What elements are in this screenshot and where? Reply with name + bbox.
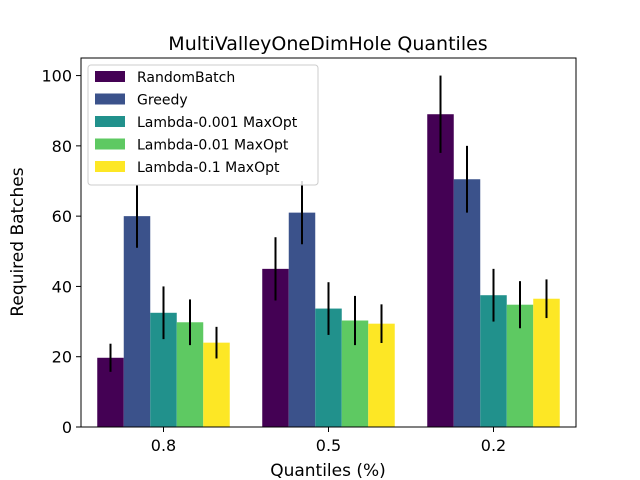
bar-greedy-0-5 [288, 212, 316, 427]
y-axis-label: Required Batches [8, 167, 28, 316]
legend-label-randombatch: RandomBatch [137, 70, 235, 86]
legend: RandomBatch Greedy Lambda-0.001 MaxOpt Lamb… [87, 64, 319, 186]
x-axis-ticks: 0.8 0.5 0.2 [151, 427, 506, 455]
legend-label-lambda-0-01-maxopt: Lambda-0.01 MaxOpt [137, 138, 289, 154]
bars-group [97, 114, 560, 427]
chart-title: MultiValleyOneDimHole Quantiles [168, 33, 487, 55]
legend-box [87, 64, 319, 186]
y-tick-label: 20 [52, 348, 72, 367]
y-tick-label: 100 [41, 67, 72, 86]
bar-lambda-0-1-maxopt-0-2 [533, 298, 560, 427]
legend-swatch-lambda-0-01-maxopt [95, 138, 125, 150]
error-bars-group [109, 75, 548, 372]
bar-greedy-0-8 [123, 216, 151, 427]
x-tick-label: 0.5 [316, 436, 341, 455]
legend-swatch-lambda-0-001-maxopt [95, 116, 125, 127]
x-tick-label: 0.2 [481, 436, 506, 455]
y-tick-label: 80 [52, 137, 72, 156]
y-tick-label: 60 [52, 207, 72, 226]
bar-randombatch-0-2 [427, 114, 454, 427]
x-axis-label: Quantiles (%) [270, 461, 386, 480]
legend-label-lambda-0-001-maxopt: Lambda-0.001 MaxOpt [137, 115, 298, 131]
y-tick-label: 40 [52, 277, 72, 296]
legend-label-lambda-0-1-maxopt: Lambda-0.1 MaxOpt [137, 160, 280, 176]
legend-swatch-lambda-0-1-maxopt [95, 161, 125, 172]
y-axis-ticks: 0 20 40 60 80 100 [41, 67, 81, 437]
bar-greedy-0-2 [453, 179, 481, 427]
legend-swatch-greedy [95, 93, 125, 105]
y-tick-label: 0 [62, 418, 72, 437]
x-tick-label: 0.8 [151, 436, 176, 455]
legend-swatch-randombatch [95, 71, 125, 82]
legend-label-greedy: Greedy [137, 93, 188, 109]
